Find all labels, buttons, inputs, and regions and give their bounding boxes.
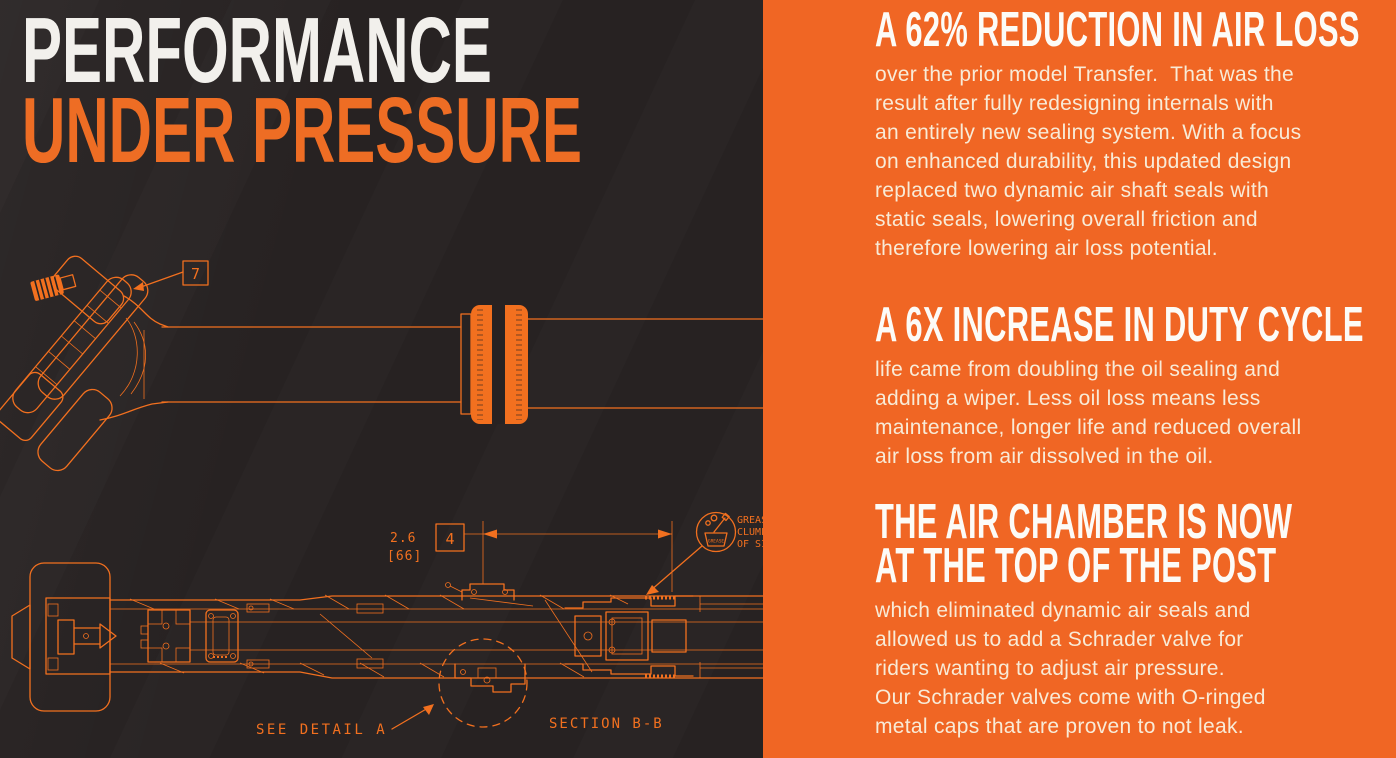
section-heading: A 62% REDUCTION IN AIR LOSS <box>875 3 1360 57</box>
grease-note-line2: CLUMP <box>737 527 763 538</box>
info-section-duty-cycle: A 6X INCREASE IN DUTY CYCLE life came fr… <box>875 298 1366 471</box>
see-detail-a-label: SEE DETAIL A <box>256 722 387 738</box>
dimension-value-inches: 2.6 <box>390 531 416 546</box>
grease-note-line1: GREASE <box>737 515 763 526</box>
info-section-air-loss: A 62% REDUCTION IN AIR LOSS over the pri… <box>875 3 1366 263</box>
section-seal-stack <box>564 595 763 678</box>
section-heading: THE AIR CHAMBER IS NOW AT THE TOP OF THE… <box>875 495 1293 593</box>
section-body: life came from doubling the oil sealing … <box>875 358 1302 468</box>
section-b-b-label: SECTION B-B <box>549 716 664 732</box>
grease-bucket-label: GREASE <box>708 539 725 545</box>
sealhead-collar <box>471 305 528 424</box>
detail-a-seal-parts <box>454 663 526 693</box>
see-detail-arrowhead <box>423 704 434 715</box>
section-internal-cartridge <box>140 609 239 663</box>
info-panel: A 62% REDUCTION IN AIR LOSS over the pri… <box>763 0 1396 758</box>
section-head <box>11 562 117 712</box>
lower-post-tube <box>527 318 763 409</box>
seatpost-section-drawing: 2.6 [66] 4 GREASE <box>11 511 763 738</box>
section-actuator-bracket <box>445 582 534 607</box>
saddle-clamp-head <box>0 255 169 472</box>
hero-title: PERFORMANCE UNDER PRESSURE <box>22 0 890 182</box>
see-detail-leader <box>391 707 429 730</box>
section-body: over the prior model Transfer. That was … <box>875 63 1302 260</box>
seatpost-technical-drawing: 7 <box>0 255 763 738</box>
callout-7-leader <box>140 271 184 288</box>
info-section-air-chamber: THE AIR CHAMBER IS NOW AT THE TOP OF THE… <box>875 495 1366 741</box>
grease-callout: GREASE GREASE CLUMP OF SI <box>646 511 763 595</box>
callout-4-label: 4 <box>445 530 454 548</box>
detail-a-circle <box>438 638 528 728</box>
hero-title-line2: UNDER PRESSURE <box>22 78 582 182</box>
hero-dark-panel: PERFORMANCE UNDER PRESSURE <box>0 0 763 758</box>
callout-box-4 <box>435 523 465 552</box>
dimension-value-mm: [66] <box>387 549 422 564</box>
callout-7-arrowhead <box>133 282 144 291</box>
dimension-annotation: 2.6 [66] 4 <box>387 521 673 592</box>
upper-post-tube <box>161 313 472 415</box>
callout-box-7 <box>182 260 209 286</box>
hero-title-line1: PERFORMANCE <box>22 0 492 102</box>
section-heading: A 6X INCREASE IN DUTY CYCLE <box>875 298 1364 352</box>
clamp-bolt <box>30 274 77 301</box>
section-body: which eliminated dynamic air seals and a… <box>875 599 1266 738</box>
section-tube-walls <box>109 594 763 679</box>
callout-7-label: 7 <box>191 265 200 283</box>
grease-note-line3: OF SI <box>737 539 763 550</box>
seatpost-side-view-drawing: 7 <box>0 255 763 472</box>
